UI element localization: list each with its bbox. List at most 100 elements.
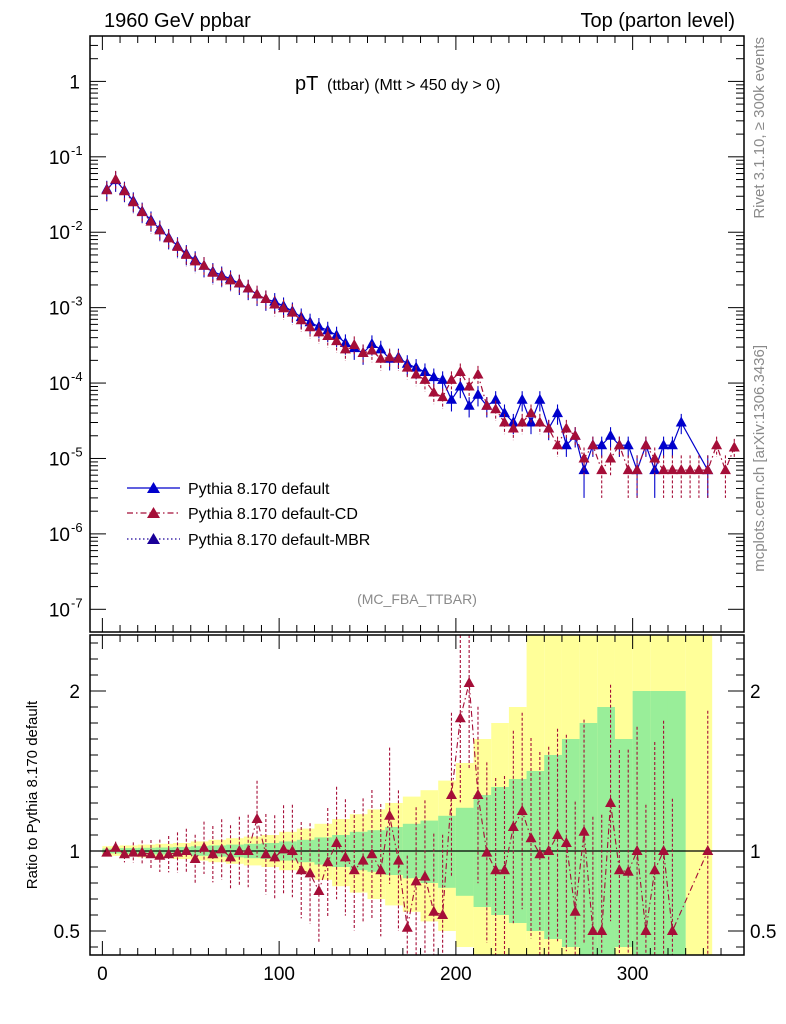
ratio-cd-point — [516, 805, 528, 815]
ratio-x-tick-label: 300 — [617, 964, 649, 985]
series-cd-point — [516, 416, 528, 427]
ratio-band-inner — [614, 739, 633, 947]
series-default-point — [658, 439, 670, 450]
series-default-point — [445, 393, 457, 404]
ratio-cd-point — [525, 832, 537, 843]
ratio-band-inner — [597, 707, 615, 955]
ratio-y-tick-label: 0.5 — [54, 922, 80, 943]
series-cd-point — [375, 352, 387, 363]
series-default-point — [516, 393, 528, 404]
ratio-series-layer — [101, 635, 714, 955]
series-cd-point — [251, 288, 263, 299]
legend-marker-default — [147, 482, 160, 493]
series-cd-point — [180, 248, 192, 259]
ratio-cd-point — [622, 865, 634, 876]
series-default-point — [375, 343, 387, 354]
legend-marker-mbr — [147, 533, 160, 544]
main-y-tick-label: 1 — [69, 72, 80, 93]
ratio-cd-point — [578, 825, 590, 836]
series-cd-point — [552, 439, 564, 450]
ratio-band-inner — [544, 755, 562, 939]
series-default-point — [622, 439, 634, 450]
ratio-cd-line — [106, 682, 709, 934]
series-cd-point — [454, 366, 466, 377]
ratio-cd-point — [366, 848, 378, 859]
ratio-cd-point — [552, 829, 564, 839]
series-cd-point — [286, 306, 298, 317]
ratio-cd-point — [498, 864, 510, 875]
series-cd-point — [278, 302, 290, 313]
series-cd-point — [357, 347, 369, 358]
series-cd-point — [118, 185, 130, 196]
series-cd-point — [702, 464, 714, 475]
main-y-tick-exponent: -3 — [71, 294, 83, 309]
ratio-band-inner — [650, 691, 668, 955]
series-default-point — [534, 393, 546, 404]
series-cd-point — [233, 277, 245, 288]
main-plot-area: 110-110-210-310-410-510-610-7 — [49, 35, 745, 633]
series-cd-point — [331, 335, 343, 346]
series-cd-point — [498, 416, 510, 427]
ratio-y-tick-label-right: 0.5 — [750, 922, 776, 943]
ratio-cd-point — [171, 846, 183, 857]
series-cd-point — [410, 368, 422, 379]
series-cd-point — [437, 391, 449, 402]
series-cd-point — [693, 464, 705, 475]
series-default-point — [437, 373, 449, 384]
series-default-line — [106, 179, 709, 473]
series-default-point — [605, 429, 617, 440]
series-cd-point — [401, 361, 413, 372]
ratio-cd-point — [189, 853, 201, 863]
series-cd-point — [649, 452, 661, 463]
plot-title-main: pT — [295, 73, 318, 95]
ratio-x-tick-label: 0 — [97, 964, 108, 985]
series-cd-point — [569, 429, 581, 440]
series-cd-point — [543, 422, 555, 433]
series-cd-point — [640, 439, 652, 450]
series-cd-point — [313, 326, 325, 337]
series-cd-point — [728, 441, 740, 452]
ratio-cd-point — [357, 854, 369, 865]
ratio-cd-point — [154, 849, 166, 860]
series-cd-point — [613, 439, 625, 450]
ratio-cd-point — [666, 925, 678, 935]
ratio-y-tick-label-right: 2 — [750, 682, 761, 703]
series-cd-point — [322, 330, 334, 341]
series-default-point — [428, 371, 440, 382]
ratio-x-tick-label: 100 — [263, 964, 295, 985]
series-cd-point — [684, 464, 696, 475]
series-default-point — [472, 388, 484, 399]
ratio-cd-point — [207, 848, 219, 859]
series-cd-point — [560, 422, 572, 433]
series-cd-point — [189, 255, 201, 266]
series-cd-point — [207, 266, 219, 277]
ratio-cd-point — [401, 921, 413, 932]
ratio-cd-point — [242, 845, 254, 855]
ratio-cd-point — [605, 797, 617, 807]
series-cd-point — [622, 464, 634, 475]
plot-title-sub: (ttbar) (Mtt > 450 dy > 0) — [327, 77, 500, 94]
ratio-cd-point — [534, 848, 546, 859]
series-cd-point — [136, 206, 148, 217]
ratio-cd-point — [569, 905, 581, 916]
ratio-band-inner — [632, 691, 651, 955]
ratio-cd-point — [702, 845, 714, 855]
ratio-cd-point — [269, 851, 281, 862]
main-plot-frame — [89, 35, 745, 633]
series-cd-point — [605, 452, 617, 463]
ratio-cd-point — [127, 846, 139, 857]
ratio-cd-point — [225, 851, 237, 862]
series-cd-point — [242, 282, 254, 293]
analysis-label: (MC_FBA_TTBAR) — [357, 591, 477, 607]
series-cd-point — [348, 338, 360, 349]
series-cd-point — [163, 232, 175, 243]
header-right: Top (parton level) — [580, 10, 735, 32]
ratio-y-tick-label: 2 — [69, 682, 80, 703]
main-y-tick-label: 10 — [49, 525, 70, 546]
ratio-cd-point — [233, 845, 245, 855]
series-cd-point — [587, 439, 599, 450]
series-cd-point — [490, 403, 502, 414]
ratio-cd-point — [437, 909, 449, 919]
ratio-cd-point — [295, 864, 307, 875]
